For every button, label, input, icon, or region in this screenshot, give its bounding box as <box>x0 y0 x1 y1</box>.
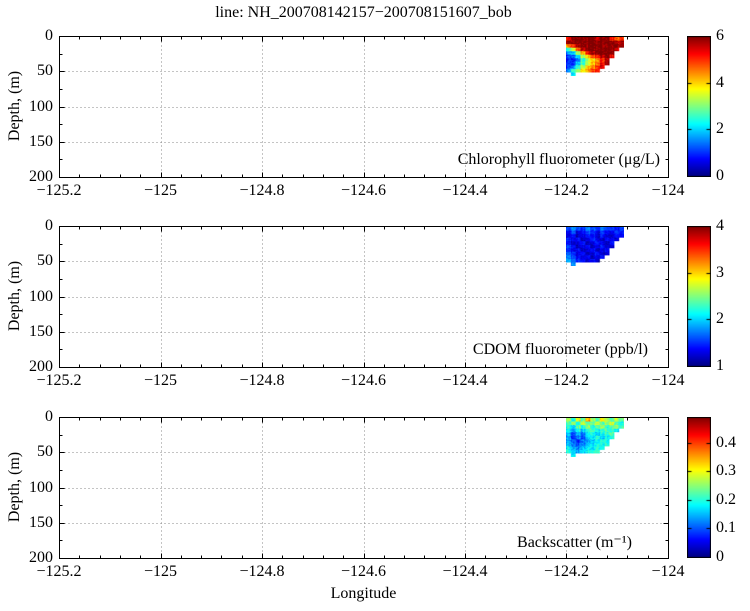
x-tick-label: −125 <box>143 182 178 199</box>
axes-svg <box>59 417 669 559</box>
depth-axis-label: Depth, (m) <box>6 260 23 332</box>
colorbar-tick-label: 6 <box>716 27 724 44</box>
y-tick-label: 0 <box>45 217 53 234</box>
x-tick-label: −124.2 <box>543 372 590 389</box>
x-tick-label: −124.6 <box>340 372 387 389</box>
axes-svg <box>59 226 669 368</box>
y-tick-label: 50 <box>37 252 53 270</box>
x-tick-label: −124.8 <box>239 372 285 389</box>
backscatter-heatmap-canvas <box>566 418 624 457</box>
x-tick-label: −125 <box>143 372 178 389</box>
y-tick-label: 150 <box>29 513 53 531</box>
colorbar-tick-label: 0 <box>716 167 724 184</box>
panel-chlorophyll: 0 50 100 150 200 Depth, (m) −125.2 −125 −124.8 −1… <box>0 27 750 226</box>
x-tick-label: −125.2 <box>36 563 82 580</box>
x-tick-label: −124 <box>651 182 685 199</box>
colorbar-tick-label: 4 <box>716 217 724 234</box>
chlorophyll-heatmap-canvas <box>566 37 624 76</box>
panel-label-cdom: CDOM fluorometer (ppb/l) <box>472 341 648 358</box>
panel-backscatter: 0 50 100 150 200 Depth, (m) −125.2 −125 −124.8 −1… <box>0 408 750 607</box>
x-tick-label: −124.2 <box>543 563 590 580</box>
colorbar-tick-label: 0.2 <box>716 490 736 508</box>
x-tick-label: −124.6 <box>340 182 387 199</box>
x-tick-label: −124 <box>651 563 685 580</box>
y-tick-label: 50 <box>37 443 53 461</box>
x-tick-label: −124.2 <box>543 182 590 199</box>
x-tick-label: −125.2 <box>36 372 82 389</box>
panel-label-backscatter: Backscatter (m⁻¹) <box>517 534 632 551</box>
colorbar-tick-label: 0.1 <box>716 519 736 537</box>
x-tick-label: −124 <box>651 372 685 389</box>
depth-axis-label: Depth, (m) <box>6 70 23 142</box>
colorbar-cdom <box>687 226 711 367</box>
x-axis-title: Longitude <box>330 585 397 602</box>
y-tick-label: 100 <box>29 287 53 305</box>
y-tick-label: 150 <box>29 132 53 150</box>
depth-axis-label: Depth, (m) <box>6 451 23 523</box>
panel-cdom: 0 50 100 150 200 Depth, (m) −125.2 −125 −124.8 −1… <box>0 217 750 416</box>
y-tick-label: 150 <box>29 322 53 340</box>
colorbar-tick-label: 2 <box>716 120 724 138</box>
y-tick-label: 200 <box>29 168 53 185</box>
axes-svg <box>59 36 669 178</box>
colorbar-tick-label: 1 <box>716 357 724 374</box>
y-tick-label: 50 <box>37 62 53 80</box>
colorbar-backscatter <box>687 417 711 558</box>
panel-label-chlorophyll: Chlorophyll fluorometer (μg/L) <box>457 151 660 168</box>
y-tick-label: 100 <box>29 97 53 115</box>
y-tick-label: 0 <box>45 408 53 425</box>
x-tick-label: −124.8 <box>239 182 285 199</box>
x-tick-label: −125 <box>143 563 178 580</box>
colorbar-tick-label: 0.4 <box>716 433 736 451</box>
x-tick-label: −124.4 <box>442 182 488 199</box>
figure-title: line: NH_200708142157−200708151607_bob <box>215 4 512 21</box>
colorbar-tick-label: 0 <box>716 548 724 565</box>
x-tick-label: −124.4 <box>442 372 488 389</box>
colorbar-tick-label: 0.3 <box>716 462 736 480</box>
x-tick-label: −125.2 <box>36 182 82 199</box>
y-tick-label: 0 <box>45 27 53 44</box>
colorbar-tick-label: 2 <box>716 310 724 328</box>
y-tick-label: 200 <box>29 549 53 566</box>
y-tick-label: 100 <box>29 478 53 496</box>
x-tick-label: −124.6 <box>340 563 387 580</box>
colorbar-tick-label: 4 <box>716 73 724 91</box>
x-tick-label: −124.4 <box>442 563 488 580</box>
colorbar-tick-label: 3 <box>716 263 724 281</box>
y-tick-label: 200 <box>29 358 53 375</box>
colorbar-chlorophyll <box>687 36 711 177</box>
cdom-heatmap-canvas <box>566 227 624 266</box>
x-tick-label: −124.8 <box>239 563 285 580</box>
